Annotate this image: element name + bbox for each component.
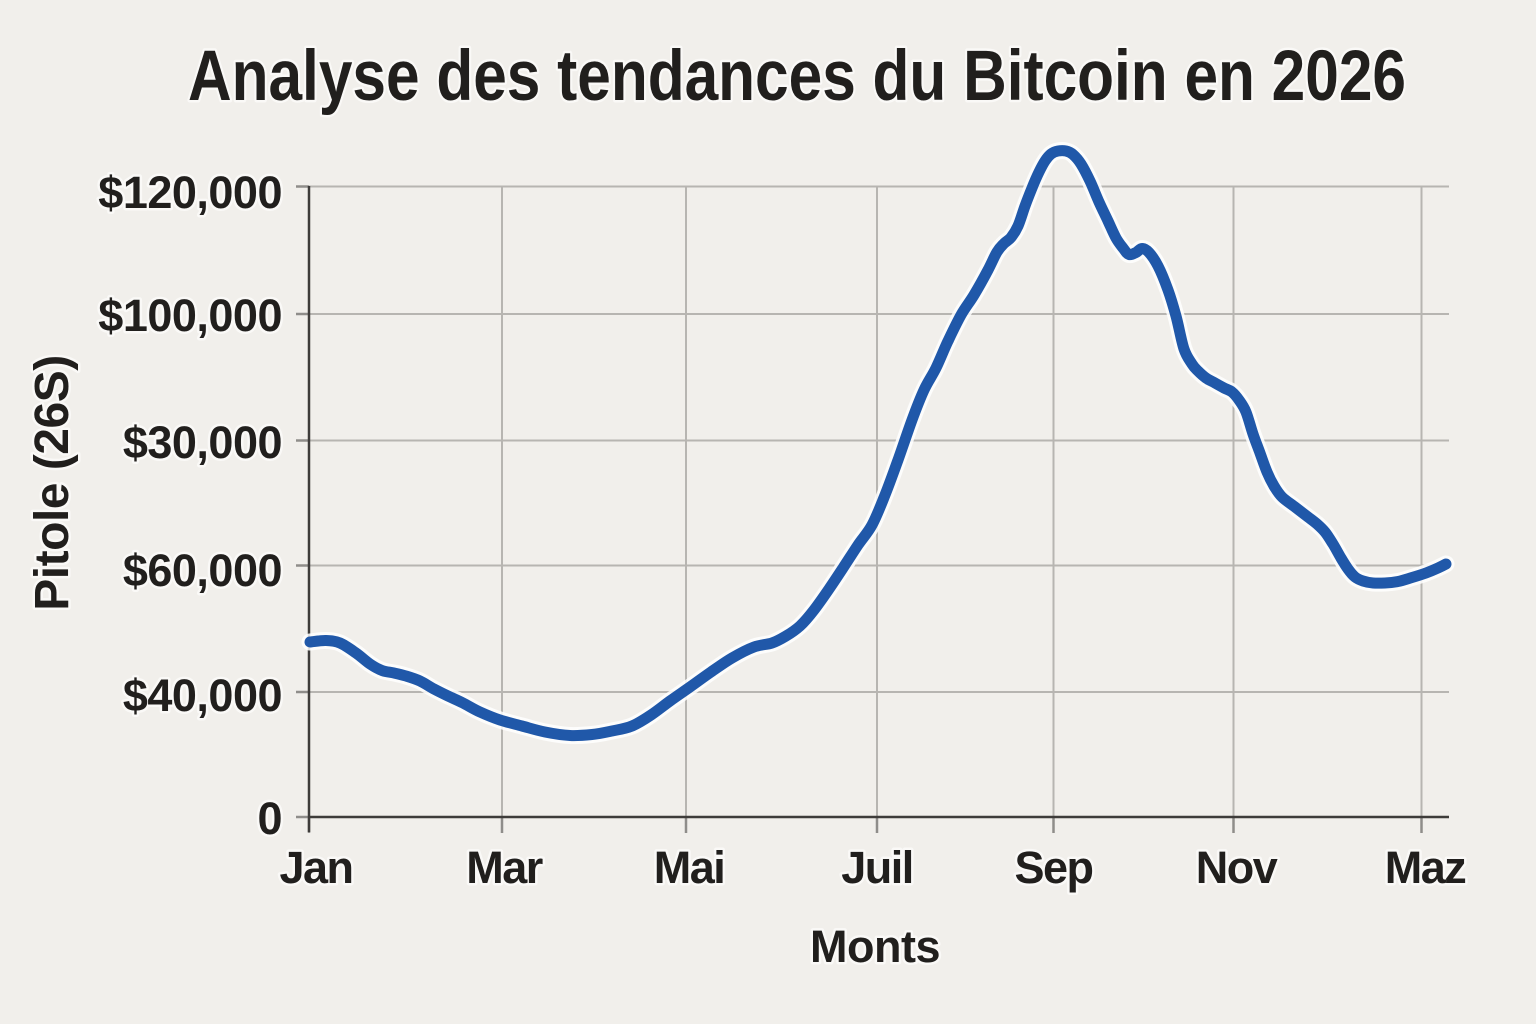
svg-text:$120,000: $120,000 [98,167,282,218]
svg-text:Mai: Mai [654,842,725,893]
svg-text:Analyse des tendances du Bitco: Analyse des tendances du Bitcoin en 2026 [188,37,1406,116]
svg-text:Mar: Mar [466,842,543,893]
svg-text:Monts: Monts [810,921,940,972]
svg-text:Pitole (26S): Pitole (26S) [26,355,79,610]
svg-text:$40,000: $40,000 [123,670,282,721]
svg-text:$30,000: $30,000 [123,417,282,468]
svg-text:Maz: Maz [1385,842,1466,893]
svg-text:$100,000: $100,000 [98,290,282,341]
svg-text:$60,000: $60,000 [123,545,282,596]
svg-text:0: 0 [257,793,282,844]
svg-text:Jan: Jan [279,842,352,893]
svg-text:Juil: Juil [841,842,913,893]
svg-text:Sep: Sep [1014,842,1092,893]
svg-text:Nov: Nov [1196,842,1278,893]
